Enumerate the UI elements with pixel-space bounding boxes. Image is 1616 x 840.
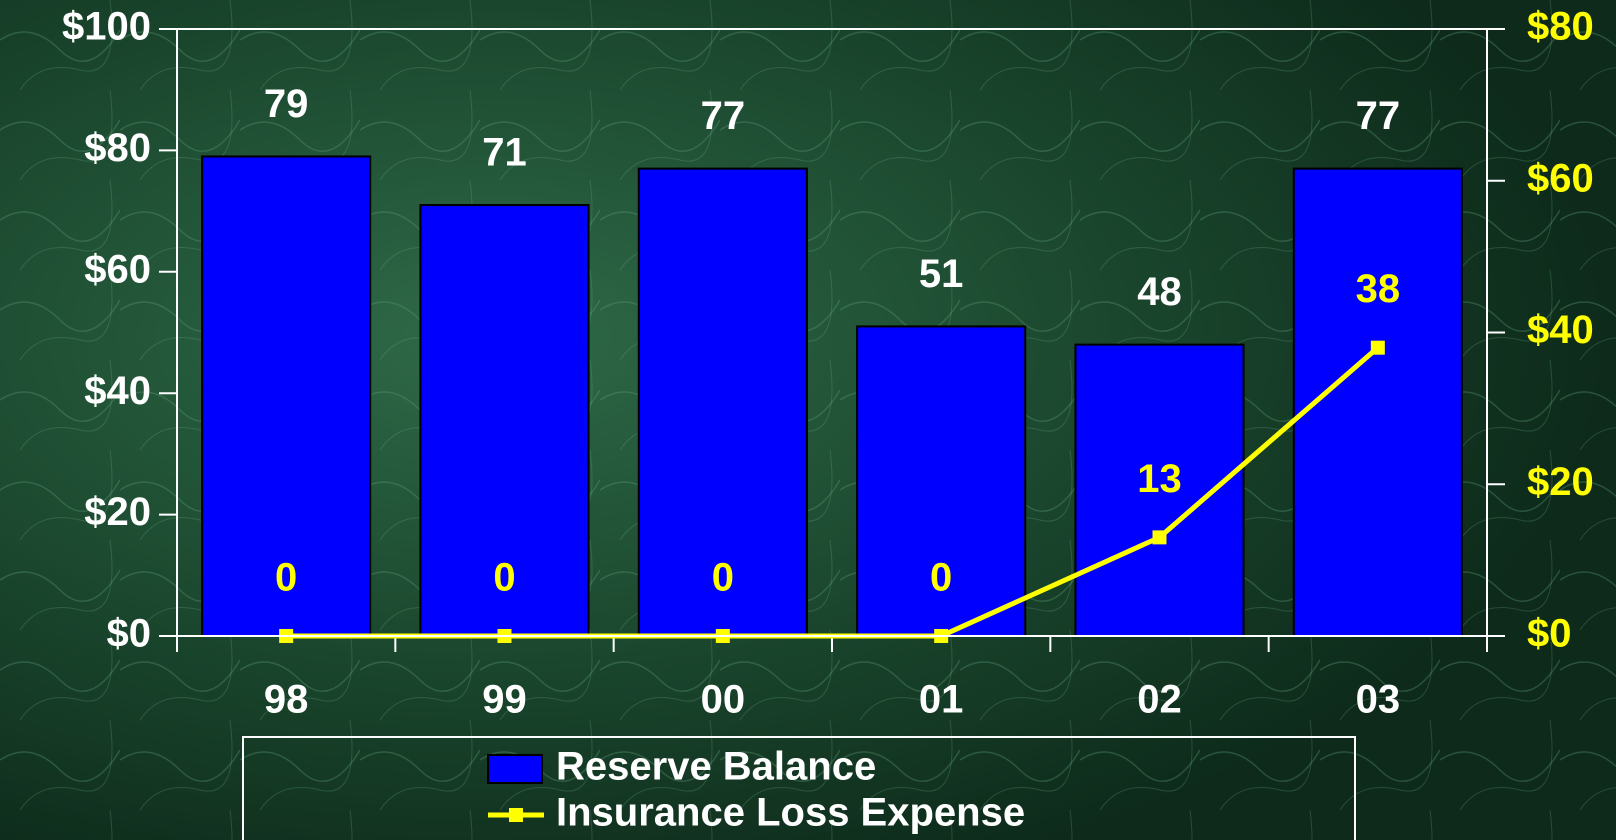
bar-value-label: 77 — [701, 94, 746, 138]
legend-swatch — [487, 754, 543, 784]
y2-tick-label: $40 — [1527, 308, 1594, 352]
bar-value-label: 79 — [264, 82, 309, 126]
bar-value-label: 77 — [1356, 94, 1401, 138]
bar-value-label: 48 — [1137, 270, 1182, 314]
bar — [419, 204, 590, 637]
legend-marker — [509, 808, 523, 822]
bar-value-label: 51 — [919, 252, 964, 296]
x-tick-label: 98 — [264, 678, 309, 722]
line-value-label: 0 — [930, 556, 952, 600]
x-tick-label: 02 — [1137, 678, 1182, 722]
line-value-label: 0 — [275, 556, 297, 600]
y2-tick-label: $60 — [1527, 156, 1594, 200]
x-tick-label: 03 — [1356, 678, 1401, 722]
y-tick-label: $80 — [84, 126, 151, 170]
y2-tick-label: $0 — [1527, 612, 1572, 656]
bar-value-label: 71 — [482, 131, 527, 175]
legend-box — [242, 736, 1356, 840]
x-tick-label: 99 — [482, 678, 527, 722]
y-tick-label: $20 — [84, 490, 151, 534]
line-marker — [1370, 340, 1385, 355]
x-tick-label: 00 — [701, 678, 746, 722]
line-value-label: 0 — [712, 556, 734, 600]
line-value-label: 13 — [1137, 457, 1182, 501]
y-tick-label: $60 — [84, 247, 151, 291]
bar — [856, 325, 1027, 637]
y-tick-label: $40 — [84, 369, 151, 413]
y2-tick-label: $20 — [1527, 460, 1594, 504]
bar — [1292, 167, 1463, 638]
y-tick-label: $0 — [107, 612, 152, 656]
line-value-label: 38 — [1356, 267, 1401, 311]
bar — [201, 155, 372, 637]
line-marker — [1152, 530, 1167, 545]
legend-label: Insurance Loss Expense — [556, 791, 1025, 835]
y-tick-label: $100 — [62, 5, 151, 49]
legend-label: Reserve Balance — [556, 745, 876, 789]
bar — [637, 167, 808, 638]
line-value-label: 0 — [493, 556, 515, 600]
y2-tick-label: $80 — [1527, 5, 1594, 49]
x-tick-label: 01 — [919, 678, 964, 722]
